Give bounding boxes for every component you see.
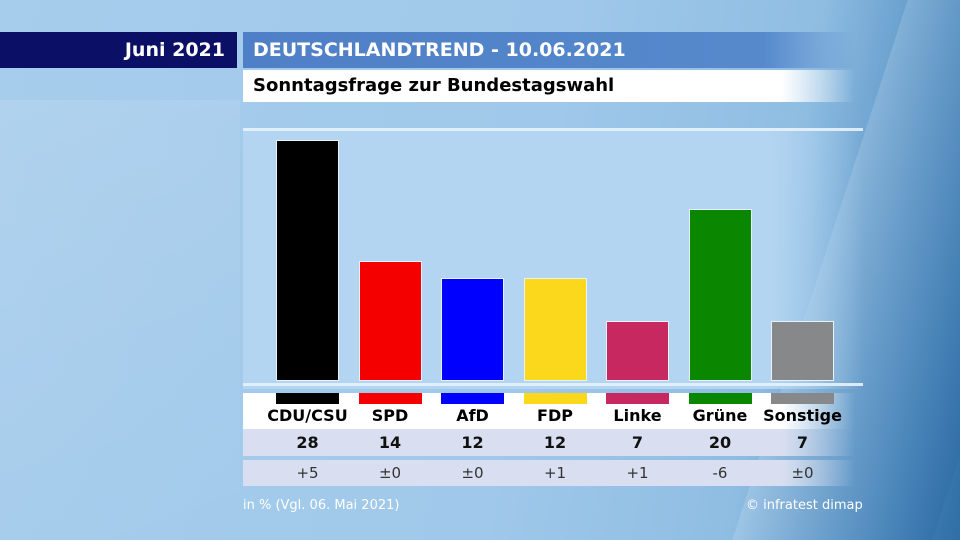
changes-row: +5 ±0 ±0 +1 +1 -6 ±0: [243, 460, 855, 486]
value-label: 20: [708, 433, 732, 452]
party-label: Sonstige: [763, 406, 842, 425]
party-label: Linke: [613, 406, 662, 425]
value-label: 12: [461, 433, 484, 452]
bar-afd: [441, 277, 504, 381]
legend-swatch: [358, 393, 422, 404]
legend-swatch: [523, 393, 587, 404]
page-title: DEUTSCHLANDTREND - 10.06.2021: [243, 32, 855, 68]
value-label: 7: [796, 433, 809, 452]
values-row: 28 14 12 12 7 20 7: [243, 429, 855, 456]
bar-cdu-csu: [276, 140, 339, 381]
change-label: +5: [296, 464, 319, 482]
value-label: 28: [296, 433, 319, 452]
change-label: +1: [543, 464, 567, 482]
party-label: CDU/CSU: [267, 406, 348, 425]
legend-row: CDU/CSU SPD AfD FDP Linke Grüne Sonstige: [243, 393, 855, 429]
legend-swatch: [688, 393, 752, 404]
legend-swatch: [771, 393, 834, 404]
party-label: Grüne: [692, 406, 748, 425]
value-label: 7: [631, 433, 644, 452]
change-label: -6: [712, 464, 728, 482]
value-label: 12: [543, 433, 567, 452]
legend-swatch: [606, 393, 669, 404]
bar-spd: [358, 260, 422, 381]
baseline: [243, 383, 863, 386]
month-label: Juni 2021: [0, 32, 237, 68]
party-label: AfD: [456, 406, 489, 425]
change-label: ±0: [378, 464, 402, 482]
legend-swatch: [441, 393, 504, 404]
bar-linke: [606, 320, 669, 381]
bar-fdp: [523, 277, 587, 381]
bar-sonstige: [771, 320, 834, 381]
change-label: ±0: [461, 464, 484, 482]
legend-swatch: [276, 393, 339, 404]
party-label: SPD: [371, 406, 409, 425]
party-label: FDP: [537, 406, 573, 425]
source-credit: © infratest dimap: [746, 498, 863, 513]
footnote: in % (Vgl. 06. Mai 2021): [243, 498, 400, 513]
chart-subtitle: Sonntagsfrage zur Bundestagswahl: [243, 70, 855, 102]
change-label: ±0: [791, 464, 814, 482]
background-stripe: [0, 100, 240, 540]
bar-gr-ne: [688, 208, 752, 381]
change-label: +1: [626, 464, 649, 482]
value-label: 14: [378, 433, 402, 452]
